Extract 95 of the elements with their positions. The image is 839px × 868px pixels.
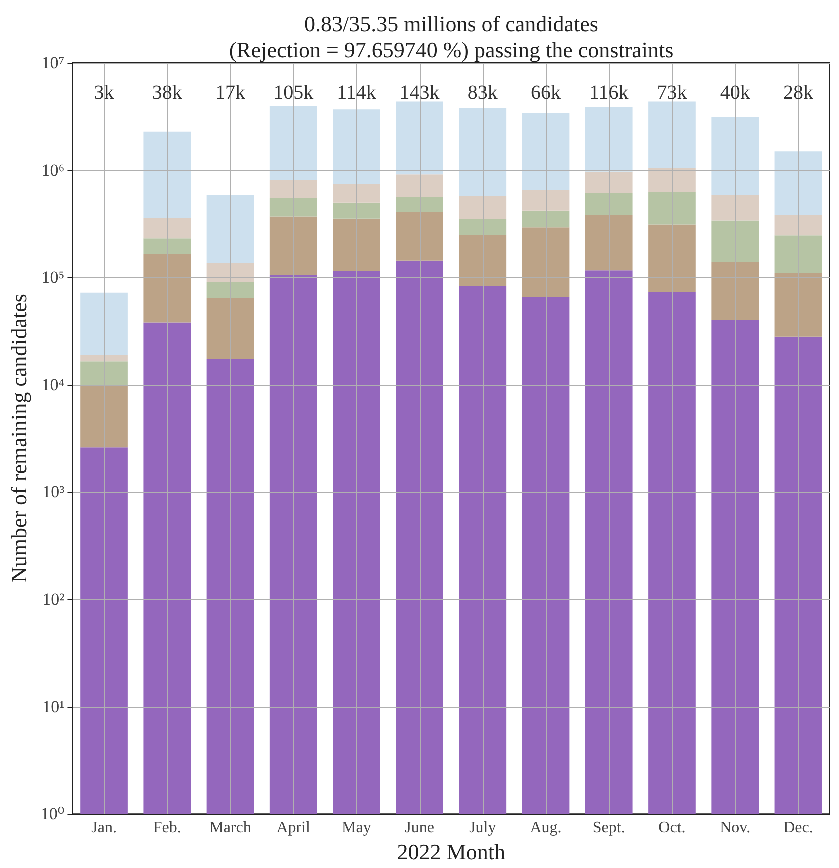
bar (585, 193, 633, 216)
bar (585, 107, 633, 172)
y-tick-label: 10¹ (42, 697, 65, 716)
bar (459, 235, 507, 286)
y-tick-label: 10⁵ (42, 268, 65, 288)
bar (144, 218, 192, 239)
x-tick-label: Oct. (658, 820, 686, 837)
bar (144, 238, 192, 254)
x-tick-label: Dec. (784, 820, 814, 837)
bar (80, 292, 128, 355)
x-axis-title: 2022 Month (397, 840, 506, 864)
y-axis-title: Number of remaining candidates (6, 294, 32, 584)
bar (585, 172, 633, 194)
annotation: 66k (531, 82, 562, 104)
x-tick-label: March (210, 820, 252, 837)
bar (144, 132, 192, 218)
bar (459, 219, 507, 236)
x-tick-label: April (276, 820, 312, 837)
bar (774, 152, 822, 216)
bar (712, 220, 760, 262)
chart-title: 0.83/35.35 millions of candidates (Rejection = 97.659740 %) passing the constraints (229, 12, 674, 62)
bar (712, 262, 760, 320)
bar (712, 195, 760, 221)
bar (270, 198, 318, 217)
bar (522, 228, 570, 297)
bar (144, 322, 192, 814)
bar (80, 362, 128, 386)
annotation: 38k (152, 82, 182, 104)
bar (396, 196, 444, 212)
bar (522, 210, 570, 228)
bar (333, 110, 380, 184)
x-tick-label: Jan. (92, 820, 117, 837)
annotation: 114k (337, 82, 376, 104)
bar (774, 273, 822, 337)
x-tick-label: Feb. (153, 820, 182, 837)
bar (396, 102, 444, 175)
y-tick-label: 10⁶ (42, 160, 65, 180)
y-tick-label: 10⁷ (42, 54, 65, 72)
bar (522, 190, 570, 211)
x-tick-label: May (342, 820, 372, 837)
x-tick-label: June (405, 820, 434, 837)
bar (585, 216, 633, 271)
annotation: 40k (720, 82, 750, 104)
annotation: 3k (94, 82, 114, 104)
bar (206, 359, 254, 814)
bar (648, 102, 696, 168)
bar (648, 224, 696, 292)
x-tick-label: Nov. (720, 820, 751, 837)
bar (648, 168, 696, 192)
bar (459, 108, 507, 196)
bar (774, 336, 822, 814)
bar (396, 260, 444, 814)
x-tick-label: Sept. (592, 820, 626, 837)
annotation: 28k (783, 82, 814, 104)
bar (270, 106, 318, 180)
bar (396, 174, 444, 197)
annotation: 143k (400, 82, 440, 104)
annotation: 17k (215, 82, 246, 104)
bar (522, 113, 570, 190)
x-tick-label: Aug. (530, 820, 562, 837)
annotation: 73k (657, 82, 688, 104)
bar (206, 195, 254, 264)
annotation: 116k (589, 82, 629, 104)
bar (206, 298, 254, 360)
bar (333, 202, 380, 219)
x-tick-label: July (470, 820, 496, 837)
bar (712, 117, 760, 196)
bar (270, 275, 318, 814)
bar (774, 215, 822, 236)
bar (80, 354, 128, 362)
y-tick-label: 10² (42, 590, 65, 609)
annotation: 105k (274, 82, 314, 104)
bar (648, 192, 696, 225)
bar (396, 212, 444, 261)
bar (270, 216, 318, 276)
y-tick-label: 10³ (42, 482, 65, 502)
bar (459, 286, 507, 814)
bar (270, 180, 318, 198)
y-tick-label: 10⁴ (42, 375, 65, 394)
bar (206, 282, 254, 299)
bar (522, 296, 570, 814)
bar (459, 196, 507, 220)
bar (144, 254, 192, 323)
annotation: 83k (468, 82, 498, 104)
bar (774, 236, 822, 274)
bar (80, 448, 128, 814)
bar (648, 292, 696, 814)
bar (206, 263, 254, 282)
bar (333, 218, 380, 272)
bar (333, 271, 380, 814)
y-tick-label: 10⁰ (40, 804, 65, 824)
bar (712, 320, 760, 814)
bar (333, 184, 380, 203)
bar (80, 385, 128, 448)
bar (585, 270, 633, 814)
